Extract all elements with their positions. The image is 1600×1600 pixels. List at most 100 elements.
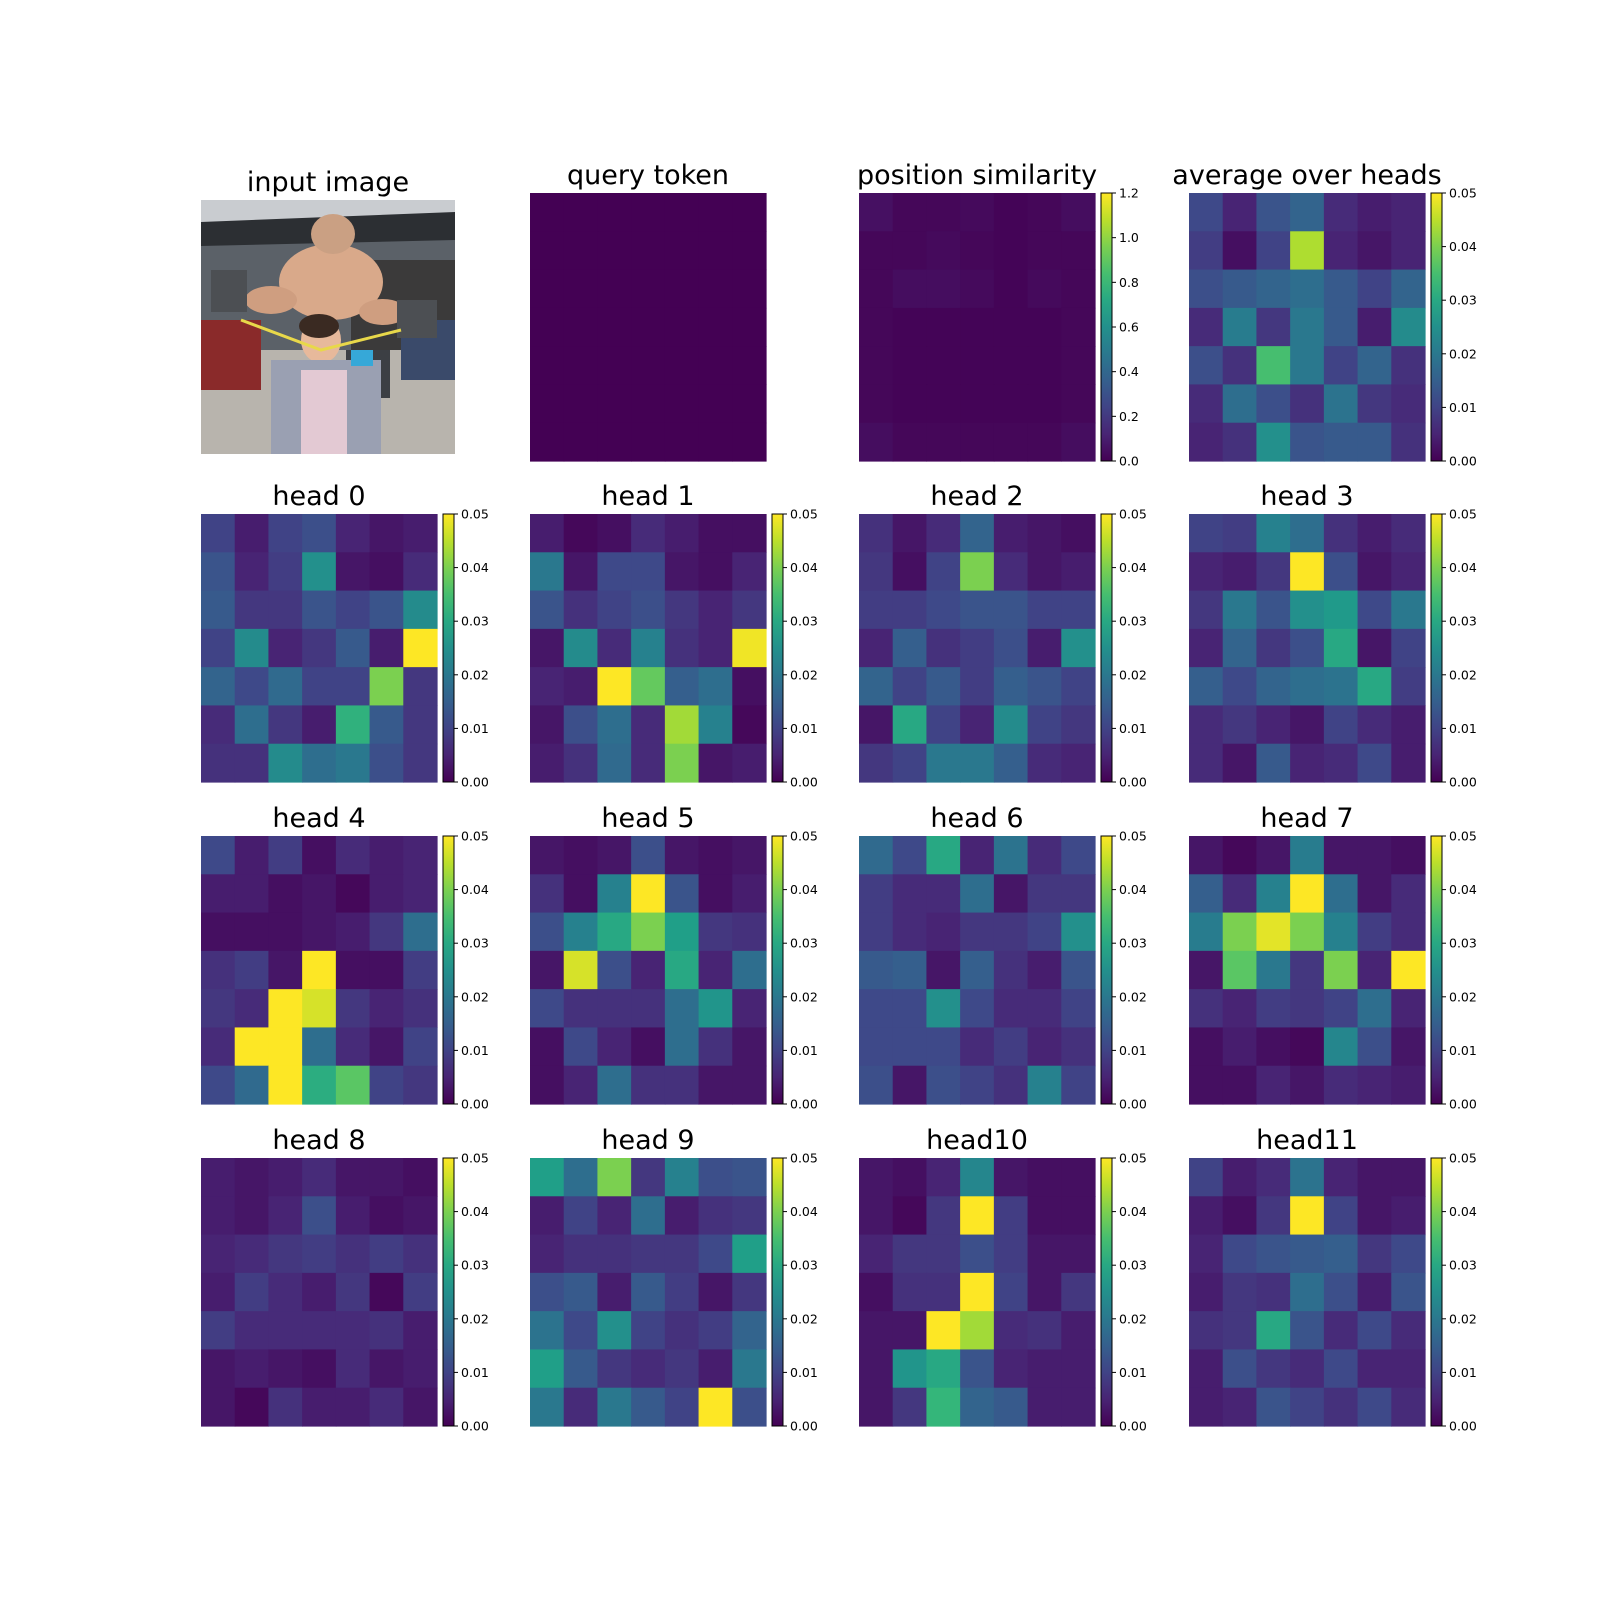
- heatmap-cell: [631, 422, 666, 462]
- heatmap-cell: [369, 1311, 404, 1351]
- heatmap-cell: [993, 950, 1029, 990]
- heatmap-cell: [926, 1196, 961, 1236]
- heatmap-cell: [664, 836, 700, 875]
- heatmap-cell: [664, 1065, 700, 1105]
- colorbar-tick-label: 0.04: [461, 1204, 489, 1219]
- heatmap-cell: [1357, 384, 1392, 424]
- heatmap-cell: [1391, 743, 1426, 783]
- colorbar-tick-label: 0.01: [461, 1365, 489, 1380]
- heatmap-cell: [1290, 1234, 1325, 1274]
- heatmap-cell: [1189, 193, 1224, 232]
- heatmap-cell: [563, 307, 599, 347]
- heatmap-cell: [201, 1272, 236, 1312]
- heatmap-cell: [201, 836, 236, 875]
- heatmap-cell: [698, 667, 733, 707]
- colorbar: 0.00 0.01 0.02 0.03 0.04 0.05: [1430, 186, 1477, 469]
- heatmap-cell: [1027, 1196, 1062, 1236]
- heatmap-cell: [892, 1158, 928, 1197]
- heatmap-cell: [530, 912, 565, 952]
- heatmap-cell: [960, 950, 995, 990]
- heatmap-cell: [563, 667, 599, 707]
- colorbar-tick-label: 0.05: [1449, 186, 1477, 201]
- head10-heatmap: head10 0.00 0.01 0.02 0.03 0.04 0.05: [859, 1125, 1147, 1434]
- heatmap-cell: [1061, 874, 1096, 914]
- heatmap-cell: [1391, 590, 1426, 630]
- heatmap-cell: [597, 193, 632, 232]
- colorbar-tick-label: 0.2: [1119, 409, 1139, 424]
- heatmap-cell: [1290, 514, 1325, 553]
- heatmap-cell: [631, 743, 666, 783]
- colorbar-tick-label: 0.03: [790, 936, 818, 951]
- heatmap-cell: [234, 1196, 270, 1236]
- heatmap-cell: [926, 193, 961, 232]
- heatmap-cell: [1290, 989, 1325, 1029]
- heatmap-cell: [732, 514, 767, 553]
- heatmap-cell: [698, 307, 733, 347]
- heatmap-cell: [1357, 667, 1392, 707]
- heatmap-cell: [302, 1311, 337, 1351]
- heatmap-cell: [1256, 1272, 1291, 1312]
- heatmap-cell: [1189, 590, 1224, 630]
- heatmap-cell: [698, 628, 733, 668]
- colorbar-tick-label: 0.05: [461, 829, 489, 844]
- heatmap-cell: [892, 1349, 928, 1389]
- heatmap-cell: [993, 1158, 1029, 1197]
- heatmap-cell: [201, 743, 236, 783]
- heatmap-cell: [926, 912, 961, 952]
- heatmap-cell: [892, 346, 928, 386]
- heatmap-cell: [563, 743, 599, 783]
- heatmap-cell: [1256, 590, 1291, 630]
- heatmap-cell: [1061, 231, 1096, 271]
- heatmap-cell: [859, 950, 894, 990]
- heatmap-cell: [1027, 1272, 1062, 1312]
- heatmap-cell: [892, 307, 928, 347]
- colorbar-tick-label: 0.02: [790, 989, 818, 1004]
- heatmap-cell: [631, 384, 666, 424]
- colorbar: 0.00 0.01 0.02 0.03 0.04 0.05: [771, 829, 818, 1112]
- heatmap-cell: [302, 628, 337, 668]
- colorbar-tick-label: 0.00: [1449, 454, 1477, 469]
- heatmap-cell: [1290, 950, 1325, 990]
- heatmap-cell: [993, 705, 1029, 745]
- heatmap-cell: [302, 1027, 337, 1067]
- heatmap-cell: [926, 552, 961, 592]
- heatmap-cell: [1290, 628, 1325, 668]
- colorbar: 0.00 0.01 0.02 0.03 0.04 0.05: [442, 829, 489, 1112]
- heatmap-cell: [1027, 384, 1062, 424]
- heatmap-cell: [563, 193, 599, 232]
- heatmap-cell: [1189, 552, 1224, 592]
- heatmap-cell: [631, 514, 666, 553]
- heatmap-cell: [403, 1158, 438, 1197]
- colorbar: 0.00 0.01 0.02 0.03 0.04 0.05: [1100, 1151, 1147, 1434]
- heatmap-cell: [563, 552, 599, 592]
- colorbar-tick-label: 0.02: [790, 667, 818, 682]
- heatmap-cell: [1357, 1387, 1392, 1427]
- heatmap-cell: [926, 231, 961, 271]
- heatmap-cell: [732, 1387, 767, 1427]
- panel-title: query token: [567, 160, 729, 191]
- heatmap-cell: [1290, 836, 1325, 875]
- heatmap-cell: [664, 628, 700, 668]
- heatmap-cell: [563, 346, 599, 386]
- heatmap-cell: [369, 514, 404, 553]
- heatmap-cell: [993, 989, 1029, 1029]
- heatmap-cell: [926, 1349, 961, 1389]
- heatmap-cell: [1290, 193, 1325, 232]
- heatmap-cell: [859, 1196, 894, 1236]
- heatmap-cell: [698, 1272, 733, 1312]
- heatmap-cell: [664, 307, 700, 347]
- heatmap-cell: [1323, 1027, 1359, 1067]
- heatmap-cell: [859, 269, 894, 309]
- heatmap-cell: [1222, 384, 1258, 424]
- heatmap-cell: [201, 1311, 236, 1351]
- heatmap-cell: [1061, 193, 1096, 232]
- heatmap-cell: [268, 590, 303, 630]
- heatmap-cell: [1391, 667, 1426, 707]
- heatmap-cell: [1027, 836, 1062, 875]
- heatmap-cell: [335, 989, 371, 1029]
- heatmap-cell: [631, 1065, 666, 1105]
- heatmap-cell: [268, 912, 303, 952]
- heatmap-cell: [335, 1234, 371, 1274]
- heatmap-cell: [335, 514, 371, 553]
- heatmap-cell: [563, 874, 599, 914]
